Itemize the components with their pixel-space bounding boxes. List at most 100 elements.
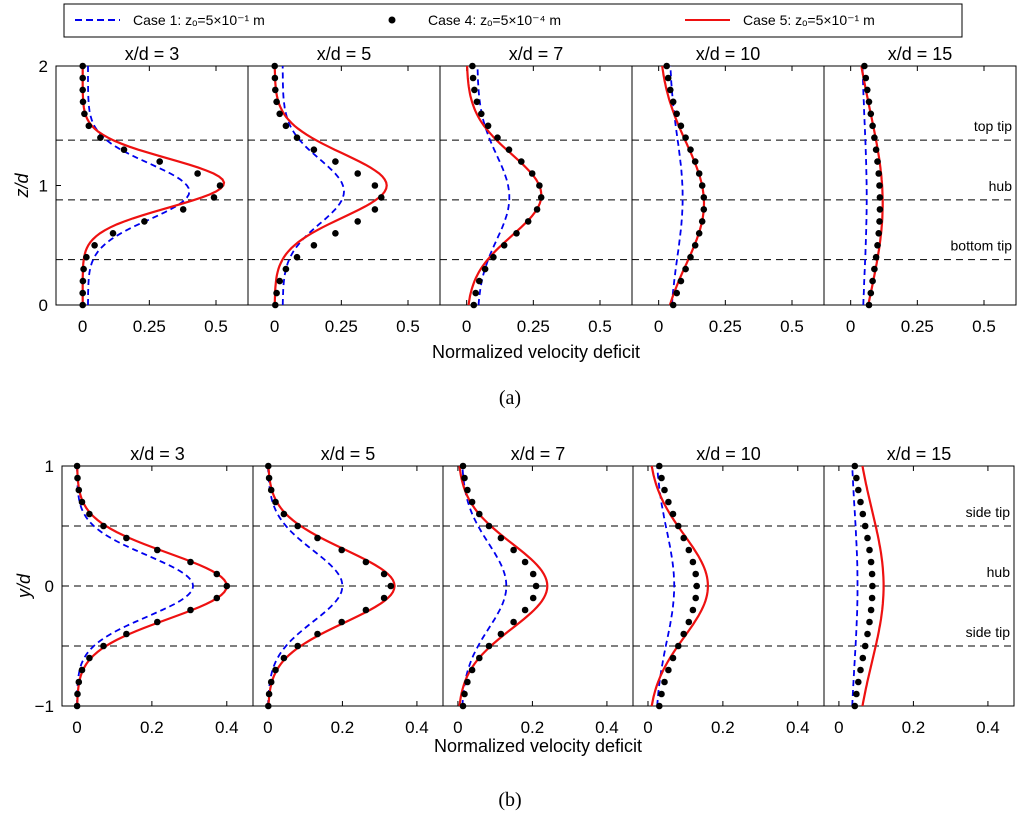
case4-point — [874, 158, 881, 165]
case4-point — [294, 642, 302, 650]
case4-point — [468, 666, 476, 674]
case4-point — [874, 242, 881, 249]
y-axis-label: y/d — [14, 573, 34, 600]
x-tick-label: 0.4 — [786, 718, 810, 737]
case4-point — [510, 546, 517, 554]
reference-line-label: top tip — [974, 118, 1012, 134]
case4-point — [872, 253, 880, 261]
case4-point — [698, 218, 706, 225]
case4-point — [695, 230, 703, 237]
case4-point — [698, 182, 706, 189]
case4-point — [464, 678, 471, 686]
case4-point — [265, 462, 272, 470]
case4-point — [867, 606, 875, 614]
subplot-title: x/d = 5 — [321, 444, 376, 464]
x-tick-label: 0.5 — [396, 317, 420, 336]
case4-point — [867, 558, 875, 566]
x-tick-label: 0.4 — [976, 718, 1000, 737]
subplot-1: 0 0.2 0.4 x/d = 3 — [61, 444, 254, 737]
case4-point — [687, 253, 694, 261]
subplot-frame — [439, 65, 633, 306]
case4-point — [661, 678, 668, 686]
subplot-title: x/d = 3 — [125, 44, 180, 64]
case4-point — [864, 630, 871, 638]
case4-point — [677, 277, 685, 285]
case4-point — [294, 522, 302, 530]
legend-label-1: Case 1: zₒ=5×10⁻¹ m — [133, 12, 265, 28]
case4-point — [75, 678, 83, 686]
y-axis-label: z/d — [12, 173, 32, 199]
case4-point — [656, 702, 663, 710]
case4-point — [876, 206, 884, 213]
case4-point — [691, 158, 699, 165]
case4-point — [280, 654, 288, 662]
case4-point — [859, 510, 867, 518]
case4-point — [869, 582, 876, 590]
subplot-5: 0 0.25 0.5 x/d = 15 — [823, 44, 1017, 336]
case4-point — [273, 98, 280, 106]
case4-point — [876, 218, 883, 225]
case4-point — [675, 522, 682, 530]
x-tick-label: 0 — [462, 317, 471, 336]
x-tick-label: 0.2 — [711, 718, 735, 737]
case4-point — [680, 630, 687, 638]
case4-point — [179, 206, 187, 213]
case4-point — [529, 594, 537, 602]
case4-point — [665, 498, 672, 506]
subplot-4: 0 0.25 0.5 x/d = 10 — [631, 44, 825, 336]
case4-point — [86, 510, 93, 518]
x-tick-label: 0.2 — [140, 718, 164, 737]
case4-point — [691, 242, 699, 249]
case4-point — [265, 702, 272, 710]
case4-point — [276, 110, 284, 118]
subplot-title: x/d = 7 — [511, 444, 566, 464]
case4-point — [461, 474, 468, 482]
legend-label-3: Case 5: zₒ=5×10⁻¹ m — [743, 12, 875, 28]
legend: Case 1: zₒ=5×10⁻¹ m Case 4: zₒ=5×10⁻⁴ m Ca… — [63, 3, 963, 38]
x-tick-label: 0.4 — [405, 718, 429, 737]
case1-line — [281, 66, 345, 305]
case4-point — [380, 594, 388, 602]
case4-point — [459, 702, 467, 710]
case4-point — [658, 474, 665, 482]
case4-point — [675, 642, 682, 650]
case4-point — [314, 630, 321, 638]
subplot-title: x/d = 10 — [696, 444, 761, 464]
case4-point — [537, 194, 545, 201]
x-tick-label: 0 — [270, 317, 279, 336]
case4-point — [497, 534, 505, 542]
case5-line — [81, 66, 226, 305]
case4-point — [310, 242, 318, 249]
case4-point — [310, 146, 318, 153]
x-tick-label: 0.25 — [133, 317, 166, 336]
case4-point — [869, 122, 876, 130]
subplot-title: x/d = 5 — [317, 44, 372, 64]
case4-point — [273, 289, 280, 297]
case4-point — [141, 218, 148, 225]
case1-line — [656, 465, 676, 707]
case4-point — [156, 158, 163, 165]
case4-point — [378, 194, 385, 201]
x-tick-label: 0 — [846, 317, 855, 336]
y-tick-label: 1 — [39, 177, 48, 196]
case1-line — [851, 465, 859, 707]
case4-point — [293, 253, 301, 261]
case4-point — [85, 122, 93, 130]
case4-point — [470, 301, 478, 309]
case4-point — [853, 690, 860, 698]
case4-point — [861, 522, 869, 530]
case4-point — [862, 74, 870, 82]
case4-point — [673, 289, 680, 297]
case4-point — [513, 230, 520, 237]
y-tick-label: 0 — [45, 577, 54, 596]
case4-point — [469, 62, 476, 70]
case4-point — [265, 690, 273, 698]
case4-point — [861, 62, 868, 70]
case4-point — [490, 253, 497, 261]
case4-point — [79, 301, 86, 309]
case4-point — [859, 654, 867, 662]
case4-point — [664, 74, 672, 82]
case4-point — [472, 289, 480, 297]
case5-line — [458, 465, 549, 707]
